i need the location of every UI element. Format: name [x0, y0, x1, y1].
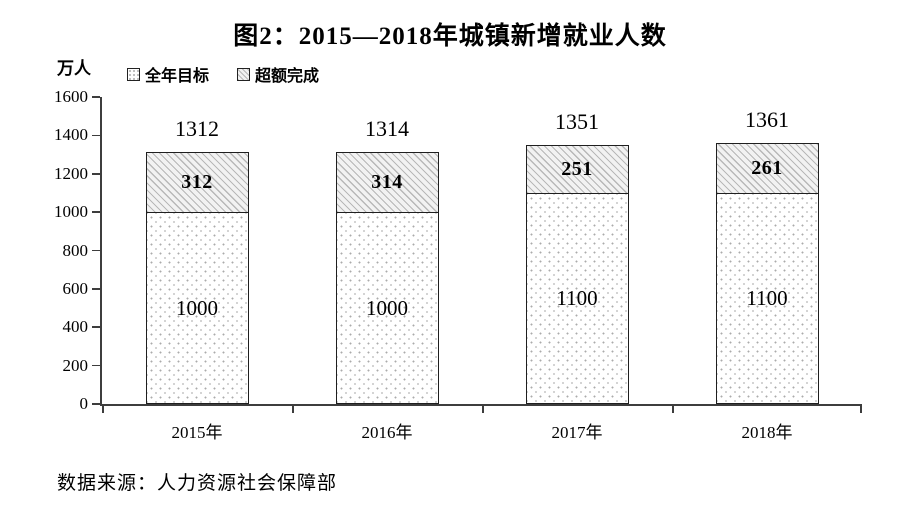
data-source-note: 数据来源：人力资源社会保障部 — [57, 473, 338, 494]
target-value-label: 1100 — [556, 285, 598, 310]
category-label: 2015年 — [171, 423, 223, 442]
y-tick-mark — [92, 211, 100, 213]
category-label: 2017年 — [551, 423, 603, 442]
legend: 全年目标 超额完成 — [127, 62, 319, 86]
stacked-bar: 251 1100 — [525, 144, 629, 404]
hatch-pattern-swatch-icon — [237, 67, 251, 81]
legend-item-target: 全年目标 — [127, 62, 209, 86]
bar-segment-target: 1100 — [526, 193, 628, 403]
x-tick-mark — [482, 406, 484, 413]
y-tick-label: 1000 — [54, 202, 88, 222]
y-tick-label: 400 — [62, 317, 89, 337]
y-tick-label: 0 — [79, 394, 89, 413]
target-value-label: 1000 — [366, 295, 408, 320]
stacked-bar: 261 1100 — [715, 142, 819, 404]
x-tick-mark — [102, 406, 104, 413]
exceeded-value-label: 312 — [181, 171, 213, 194]
x-tick-mark — [860, 406, 862, 413]
target-value-label: 1000 — [176, 295, 218, 320]
y-tick-label: 1200 — [54, 163, 88, 183]
category-label: 2018年 — [741, 423, 793, 442]
y-tick-label: 200 — [62, 355, 89, 375]
bar-segment-target: 1000 — [336, 213, 438, 403]
bar-segment-exceeded: 312 — [146, 153, 248, 214]
stacked-bar: 314 1000 — [335, 151, 439, 404]
bar-segment-target: 1000 — [146, 213, 248, 403]
chart-title: 图2：2015—2018年城镇新增就业人数 — [233, 23, 667, 50]
category-label: 2016年 — [361, 423, 413, 442]
y-axis-unit-label: 万人 — [57, 59, 91, 78]
bar-total-label: 1361 — [745, 106, 789, 132]
y-tick-label: 600 — [62, 278, 89, 298]
plot-area: 0 200 400 600 800 1000 1200 1400 1600 312 1000 1312… — [54, 87, 862, 442]
y-tick-mark — [92, 96, 100, 98]
y-tick-label: 1600 — [54, 87, 88, 106]
y-tick-mark — [92, 326, 100, 329]
exceeded-value-label: 251 — [561, 157, 593, 180]
bar-total-label: 1314 — [365, 115, 409, 141]
bar-segment-target: 1100 — [716, 193, 818, 403]
y-tick-label: 800 — [62, 240, 89, 260]
y-tick-mark — [92, 364, 100, 367]
target-value-label: 1100 — [746, 285, 788, 310]
stacked-bar: 312 1000 — [145, 152, 249, 404]
bar-total-label: 1312 — [175, 116, 219, 142]
exceeded-value-label: 314 — [371, 171, 403, 193]
y-tick-mark — [92, 134, 100, 137]
legend-item-exceeded: 超额完成 — [237, 62, 319, 86]
exceeded-value-label: 261 — [751, 156, 783, 179]
x-tick-mark — [292, 406, 294, 413]
y-tick-mark — [92, 172, 100, 175]
bar-total-label: 1351 — [555, 108, 599, 134]
legend-label: 超额完成 — [255, 68, 320, 85]
legend-label: 全年目标 — [145, 68, 210, 85]
bar-segment-exceeded: 261 — [716, 143, 818, 194]
y-tick-mark — [92, 288, 100, 290]
bar-segment-exceeded: 314 — [336, 152, 438, 214]
x-tick-mark — [672, 406, 674, 413]
y-tick-label: 1400 — [54, 125, 88, 145]
dots-pattern-swatch-icon — [127, 67, 140, 81]
y-tick-mark — [92, 249, 100, 252]
bar-segment-exceeded: 251 — [526, 145, 628, 194]
y-tick-mark — [92, 403, 100, 405]
